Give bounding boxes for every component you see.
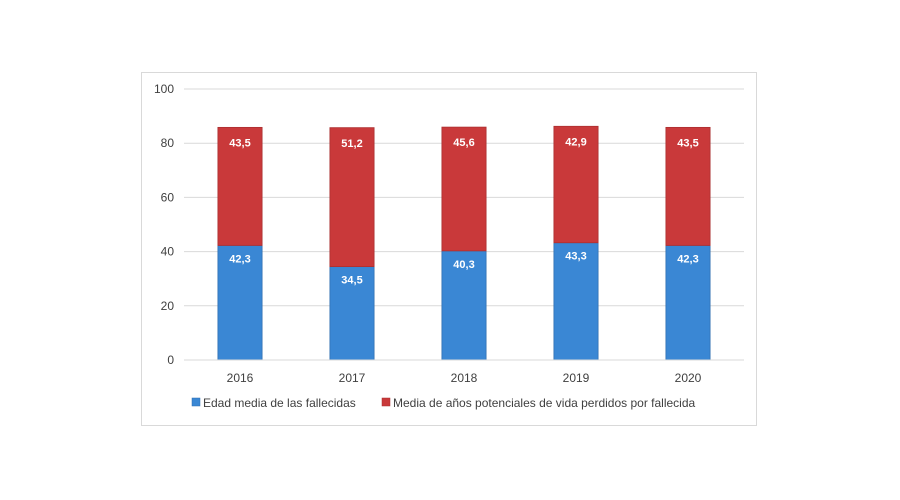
x-tick-label: 2016 — [227, 371, 254, 385]
data-label: 51,2 — [341, 138, 362, 150]
data-label: 43,5 — [229, 137, 250, 149]
legend-label: Media de años potenciales de vida perdid… — [393, 396, 696, 410]
legend-swatch — [191, 397, 201, 407]
data-label: 40,3 — [453, 259, 474, 271]
legend-label: Edad media de las fallecidas — [203, 396, 356, 410]
bar-shade — [554, 242, 598, 360]
x-tick-label: 2017 — [339, 371, 366, 385]
stacked-bar-chart: 0 20 40 60 80 100 42,3 43,5 2016 34,5 51,2 2017 40,3… — [154, 82, 744, 410]
bar-shade — [442, 127, 486, 251]
bar-shade — [666, 127, 710, 246]
y-tick-label: 0 — [167, 353, 174, 367]
bar-shade — [442, 250, 486, 360]
data-label: 43,3 — [565, 251, 586, 263]
bar-shade — [218, 127, 262, 246]
data-label: 34,5 — [341, 275, 362, 287]
x-tick-label: 2018 — [451, 371, 478, 385]
bar-shade — [330, 127, 374, 267]
legend-swatch — [381, 397, 391, 407]
x-tick-label: 2019 — [563, 371, 590, 385]
bar-shade — [330, 266, 374, 360]
y-tick-label: 80 — [161, 136, 175, 150]
x-tick-label: 2020 — [675, 371, 702, 385]
bar-shade — [218, 245, 262, 360]
data-label: 43,5 — [677, 137, 698, 149]
data-label: 42,9 — [565, 136, 586, 148]
y-tick-label: 60 — [161, 190, 175, 204]
bar-shade — [554, 126, 598, 243]
y-tick-label: 20 — [161, 299, 175, 313]
data-label: 42,3 — [229, 253, 250, 265]
chart-frame: 0 20 40 60 80 100 42,3 43,5 2016 34,5 51,2 2017 40,3… — [141, 72, 757, 426]
y-tick-label: 100 — [154, 82, 174, 96]
bar-shade — [666, 245, 710, 360]
data-label: 45,6 — [453, 137, 474, 149]
y-tick-label: 40 — [161, 245, 175, 259]
data-label: 42,3 — [677, 253, 698, 265]
